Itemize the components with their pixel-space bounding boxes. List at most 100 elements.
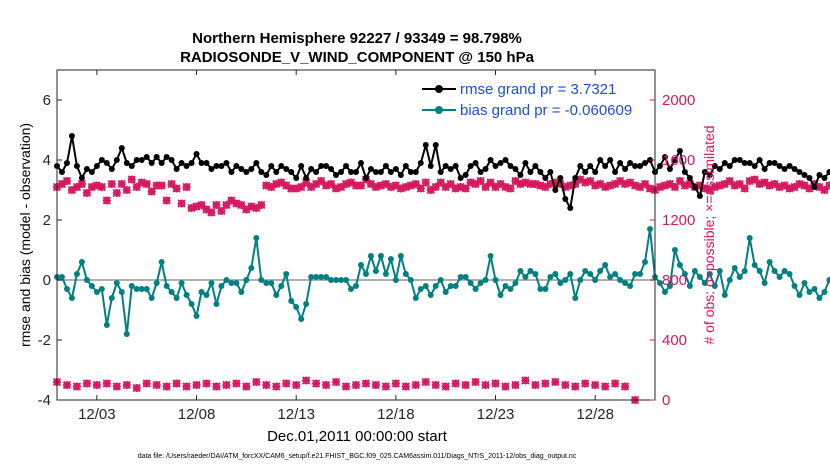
bias-point: [751, 262, 758, 268]
bias-point: [622, 280, 629, 286]
bias-point: [686, 283, 693, 289]
obs-count-12z-assimilated-marker: [102, 379, 111, 388]
obs-count-assimilated-marker: [102, 196, 111, 205]
obs-count-assimilated-marker: [416, 184, 425, 193]
rmse-point: [766, 160, 773, 166]
rmse-point: [617, 160, 624, 166]
obs-count-assimilated-marker: [302, 178, 311, 187]
bias-point: [123, 331, 130, 337]
obs-count-12z-assimilated-marker: [541, 379, 550, 388]
rmse-point: [367, 166, 374, 172]
obs-count-assimilated-marker: [257, 200, 266, 210]
obs-count-assimilated-marker: [262, 181, 271, 190]
bias-point: [507, 286, 514, 292]
bias-point: [552, 271, 559, 277]
bias-point: [293, 304, 300, 310]
obs-count-assimilated-marker: [287, 184, 296, 193]
bias-point: [308, 274, 315, 280]
obs-count-12z-assimilated-marker: [232, 379, 241, 388]
bias-point: [761, 280, 768, 286]
rmse-point: [776, 163, 783, 169]
obs-count-assimilated-marker: [750, 175, 759, 184]
bias-point: [357, 262, 364, 268]
obs-count-12z-assimilated-marker: [581, 379, 590, 388]
bias-point: [597, 268, 604, 274]
rmse-point: [467, 163, 474, 169]
rmse-point: [532, 163, 539, 169]
rmse-point: [288, 169, 295, 175]
bias-point: [786, 271, 793, 277]
obs-count-assimilated-marker: [745, 176, 754, 186]
bias-point: [726, 277, 733, 283]
bias-point: [343, 277, 350, 283]
rmse-point: [293, 175, 300, 181]
obs-count-12z-assimilated-marker: [62, 380, 72, 390]
obs-count-assimilated-marker: [521, 178, 530, 187]
bias-point: [766, 259, 773, 265]
bias-point: [447, 283, 454, 289]
bias-point: [472, 286, 479, 292]
obs-count-assimilated-marker: [566, 181, 575, 190]
obs-count-assimilated-marker: [97, 182, 106, 192]
obs-count-assimilated-marker: [670, 182, 679, 192]
bias-point: [118, 289, 125, 295]
rmse-point: [188, 160, 195, 166]
rmse-point: [437, 169, 444, 175]
rmse-point: [522, 160, 529, 166]
obs-count-12z-assimilated-marker: [521, 376, 530, 385]
bias-point: [298, 316, 305, 322]
obs-count-assimilated-marker: [640, 179, 650, 189]
bias-point: [567, 271, 574, 277]
obs-count-12z-assimilated-marker: [381, 382, 390, 391]
obs-count-12z-assimilated-marker: [461, 380, 470, 390]
obs-count-12z-assimilated-marker: [202, 379, 211, 388]
bias-point: [452, 283, 459, 289]
rmse-point: [671, 157, 678, 163]
bias-point: [771, 268, 778, 274]
rmse-point: [138, 157, 145, 163]
rmse-point: [308, 166, 315, 172]
rmse-point: [542, 175, 549, 181]
rmse-point: [537, 169, 544, 175]
y-right-tick-label: 800: [662, 272, 687, 289]
rmse-point: [168, 157, 175, 163]
obs-count-12z-assimilated-marker: [82, 379, 91, 388]
rmse-point: [128, 163, 135, 169]
bias-point: [462, 274, 469, 280]
obs-count-12z-assimilated-marker: [421, 377, 430, 387]
rmse-point: [83, 166, 90, 172]
bias-point: [218, 283, 225, 289]
obs-count-assimilated-marker: [267, 182, 276, 192]
rmse-point: [577, 163, 584, 169]
rmse-point: [791, 166, 798, 172]
rmse-point: [73, 163, 80, 169]
obs-count-assimilated-marker: [272, 179, 281, 189]
obs-count-assimilated-marker: [212, 200, 221, 210]
bias-point: [163, 283, 170, 289]
obs-count-12z-assimilated-marker: [252, 377, 261, 387]
bias-point: [377, 253, 384, 259]
bias-point: [213, 301, 220, 307]
rmse-point: [442, 163, 449, 169]
bias-point: [303, 301, 310, 307]
obs-count-assimilated-marker: [67, 185, 77, 195]
x-tick-label: 12/03: [78, 406, 116, 423]
obs-count-assimilated-marker: [825, 181, 830, 190]
rmse-point: [338, 169, 345, 175]
rmse-point: [68, 133, 75, 139]
rmse-point: [527, 169, 534, 175]
obs-count-assimilated-marker: [282, 181, 291, 190]
bias-point: [691, 268, 698, 274]
rmse-point: [377, 169, 384, 175]
rmse-point: [477, 169, 484, 175]
obs-count-assimilated-marker: [675, 176, 684, 186]
bias-point: [671, 247, 678, 253]
rmse-point: [113, 157, 120, 163]
obs-count-assimilated-marker: [351, 181, 361, 190]
obs-count-assimilated-marker: [456, 182, 465, 192]
rmse-point: [223, 160, 230, 166]
rmse-point: [562, 196, 569, 202]
rmse-point: [248, 166, 255, 172]
bias-point: [696, 274, 703, 280]
